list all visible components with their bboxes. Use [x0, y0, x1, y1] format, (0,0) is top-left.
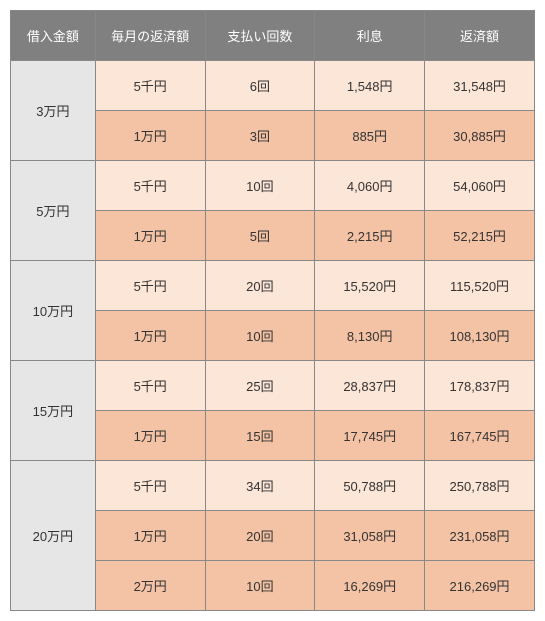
total-repayment-cell: 30,885円	[425, 111, 535, 161]
header-total-repayment: 返済額	[425, 11, 535, 61]
loan-amount-cell: 20万円	[11, 461, 96, 611]
header-payment-count: 支払い回数	[205, 11, 315, 61]
payment-count-cell: 15回	[205, 411, 315, 461]
interest-cell: 15,520円	[315, 261, 425, 311]
total-repayment-cell: 115,520円	[425, 261, 535, 311]
interest-cell: 28,837円	[315, 361, 425, 411]
total-repayment-cell: 178,837円	[425, 361, 535, 411]
total-repayment-cell: 108,130円	[425, 311, 535, 361]
header-monthly-payment: 毎月の返済額	[95, 11, 205, 61]
interest-cell: 1,548円	[315, 61, 425, 111]
monthly-payment-cell: 5千円	[95, 61, 205, 111]
monthly-payment-cell: 2万円	[95, 561, 205, 611]
payment-count-cell: 6回	[205, 61, 315, 111]
interest-cell: 4,060円	[315, 161, 425, 211]
monthly-payment-cell: 5千円	[95, 461, 205, 511]
monthly-payment-cell: 5千円	[95, 361, 205, 411]
table-body: 3万円5千円6回1,548円31,548円1万円3回885円30,885円5万円…	[11, 61, 535, 611]
loan-repayment-table: 借入金額 毎月の返済額 支払い回数 利息 返済額 3万円5千円6回1,548円3…	[10, 10, 535, 611]
total-repayment-cell: 231,058円	[425, 511, 535, 561]
loan-amount-cell: 10万円	[11, 261, 96, 361]
header-interest: 利息	[315, 11, 425, 61]
total-repayment-cell: 52,215円	[425, 211, 535, 261]
interest-cell: 16,269円	[315, 561, 425, 611]
payment-count-cell: 10回	[205, 311, 315, 361]
monthly-payment-cell: 1万円	[95, 111, 205, 161]
table-row: 10万円5千円20回15,520円115,520円	[11, 261, 535, 311]
total-repayment-cell: 31,548円	[425, 61, 535, 111]
monthly-payment-cell: 1万円	[95, 311, 205, 361]
interest-cell: 31,058円	[315, 511, 425, 561]
payment-count-cell: 20回	[205, 511, 315, 561]
interest-cell: 885円	[315, 111, 425, 161]
interest-cell: 17,745円	[315, 411, 425, 461]
interest-cell: 2,215円	[315, 211, 425, 261]
payment-count-cell: 10回	[205, 561, 315, 611]
payment-count-cell: 25回	[205, 361, 315, 411]
loan-amount-cell: 15万円	[11, 361, 96, 461]
header-row: 借入金額 毎月の返済額 支払い回数 利息 返済額	[11, 11, 535, 61]
loan-amount-cell: 5万円	[11, 161, 96, 261]
header-loan-amount: 借入金額	[11, 11, 96, 61]
interest-cell: 50,788円	[315, 461, 425, 511]
monthly-payment-cell: 5千円	[95, 161, 205, 211]
payment-count-cell: 34回	[205, 461, 315, 511]
total-repayment-cell: 216,269円	[425, 561, 535, 611]
interest-cell: 8,130円	[315, 311, 425, 361]
monthly-payment-cell: 1万円	[95, 211, 205, 261]
payment-count-cell: 5回	[205, 211, 315, 261]
monthly-payment-cell: 1万円	[95, 411, 205, 461]
total-repayment-cell: 250,788円	[425, 461, 535, 511]
table-row: 3万円5千円6回1,548円31,548円	[11, 61, 535, 111]
table-row: 15万円5千円25回28,837円178,837円	[11, 361, 535, 411]
table-row: 20万円5千円34回50,788円250,788円	[11, 461, 535, 511]
payment-count-cell: 3回	[205, 111, 315, 161]
monthly-payment-cell: 1万円	[95, 511, 205, 561]
payment-count-cell: 20回	[205, 261, 315, 311]
table-row: 5万円5千円10回4,060円54,060円	[11, 161, 535, 211]
monthly-payment-cell: 5千円	[95, 261, 205, 311]
total-repayment-cell: 54,060円	[425, 161, 535, 211]
payment-count-cell: 10回	[205, 161, 315, 211]
total-repayment-cell: 167,745円	[425, 411, 535, 461]
loan-amount-cell: 3万円	[11, 61, 96, 161]
